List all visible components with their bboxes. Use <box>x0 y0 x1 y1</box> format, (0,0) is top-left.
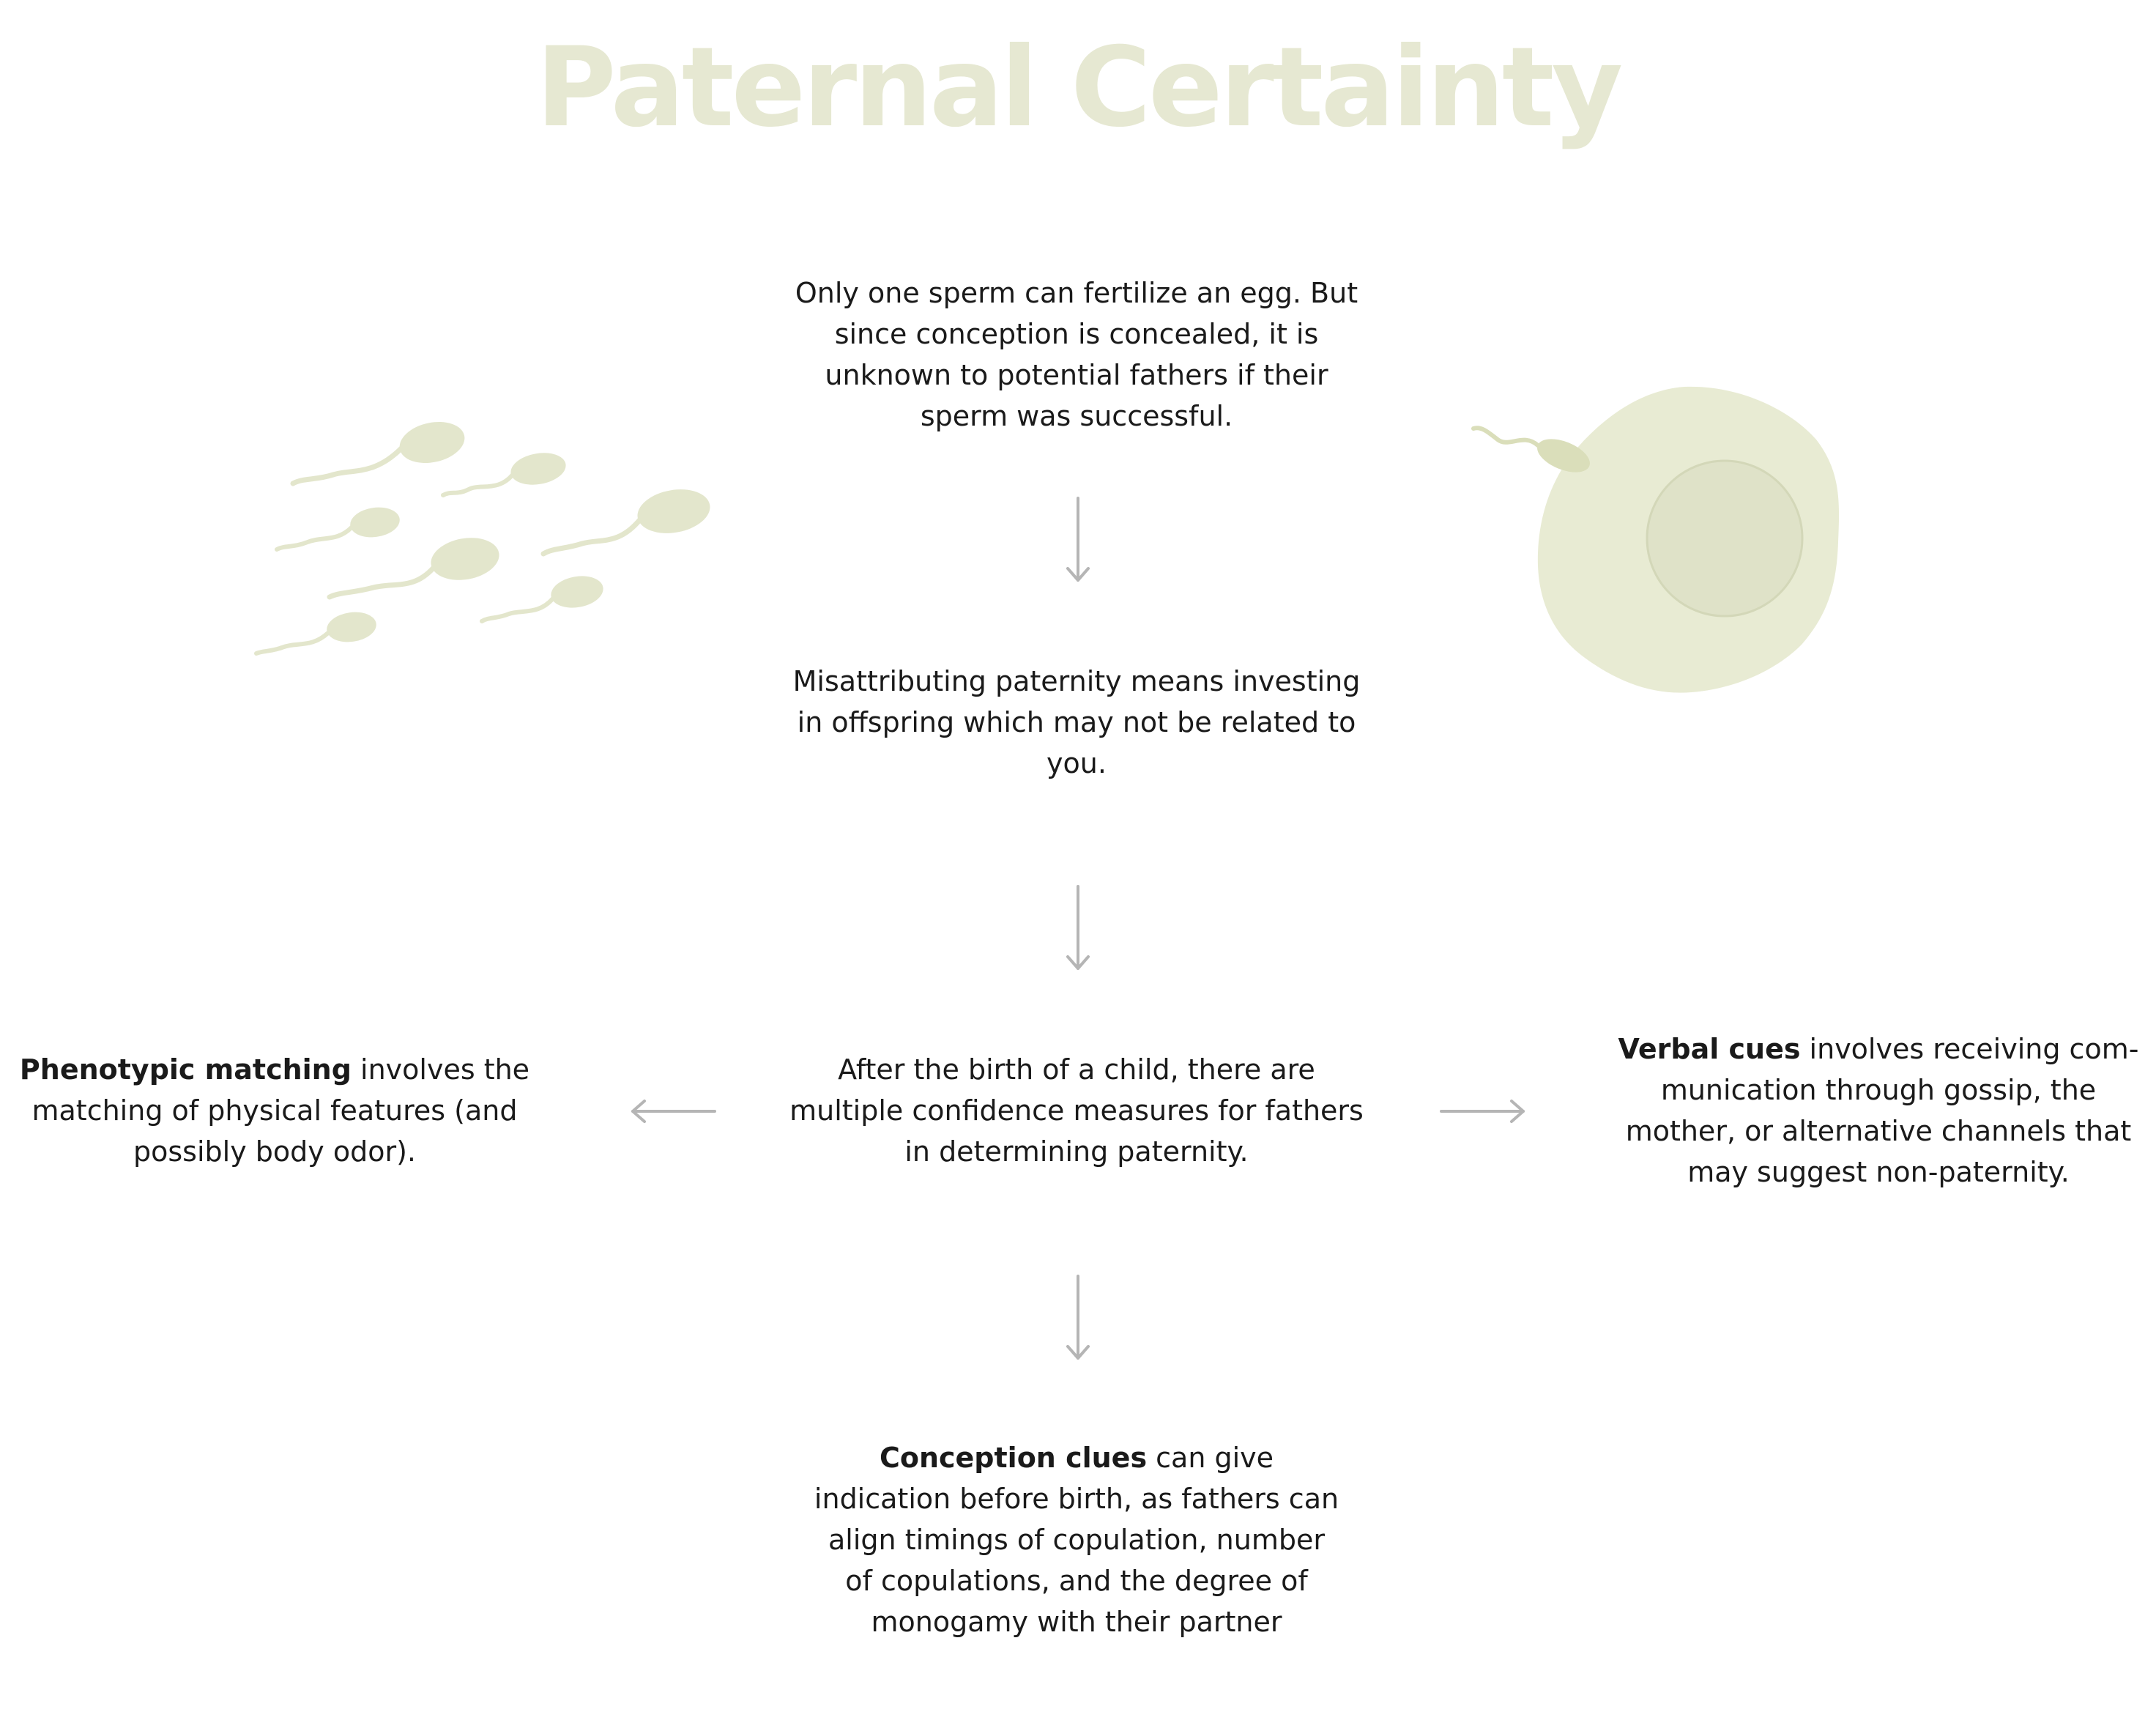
arrow-down-1 <box>1066 497 1090 582</box>
node-conception-clues-bold: Conception clues <box>879 1442 1148 1474</box>
arrow-right <box>1440 1100 1525 1123</box>
arrow-down-3 <box>1066 1275 1090 1360</box>
sperm-icon <box>275 507 400 552</box>
node-conception-clues-text: can give indication before birth, as fat… <box>814 1442 1339 1638</box>
node-after-birth-text: After the birth of a child, there are mu… <box>789 1053 1364 1168</box>
arrow-left <box>631 1100 716 1123</box>
node-after-birth: After the birth of a child, there are mu… <box>784 1049 1369 1172</box>
node-conception-text: Only one sperm can fertilize an egg. But… <box>795 277 1358 432</box>
sperm-icon <box>540 489 710 557</box>
node-conception-clues: Conception clues can give indication bef… <box>813 1437 1340 1642</box>
arrows <box>631 497 1525 1360</box>
sperm-icon <box>441 453 566 497</box>
node-verbal-cues-bold: Verbal cues <box>1618 1033 1801 1065</box>
node-verbal-cues-text: involves receiving com-munication throug… <box>1625 1033 2139 1188</box>
node-conception: Only one sperm can fertilize an egg. But… <box>784 273 1369 437</box>
node-phenotypic-matching-bold: Phenotypic matching <box>19 1053 352 1086</box>
sperm-group-icon <box>254 421 710 656</box>
node-phenotypic-matching-text: involves the matching of physical featur… <box>31 1053 530 1168</box>
sperm-icon <box>1471 426 1590 472</box>
sperm-icon <box>254 612 376 656</box>
egg-with-sperm-icon <box>1471 386 1840 693</box>
page-title: Paternal Certainty <box>535 24 1624 152</box>
node-misattribution-text: Misattributing paternity means investing… <box>792 665 1361 779</box>
arrow-down-2 <box>1066 885 1090 970</box>
node-misattribution: Misattributing paternity means investing… <box>784 661 1369 784</box>
node-verbal-cues: Verbal cues involves receiving com-munic… <box>1604 1028 2153 1193</box>
sperm-icon <box>327 538 499 600</box>
sperm-icon <box>290 421 465 486</box>
node-phenotypic-matching: Phenotypic matching involves the matchin… <box>7 1049 542 1172</box>
sperm-icon <box>480 576 603 623</box>
egg-nucleus-icon <box>1646 459 1804 618</box>
